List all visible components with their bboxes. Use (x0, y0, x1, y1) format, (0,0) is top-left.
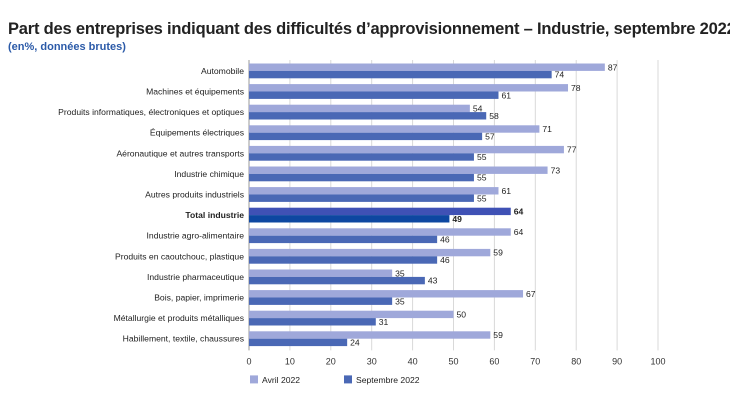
bar-avril-2022 (249, 269, 393, 277)
category-label: Habillement, textile, chaussures (123, 334, 244, 344)
x-tick-label: 50 (448, 356, 458, 366)
value-label: 59 (493, 248, 503, 258)
category-label: Total industrie (185, 210, 244, 220)
chart-subtitle: (en%, données brutes) (8, 41, 126, 53)
value-label: 55 (477, 173, 487, 183)
category-label: Bois, papier, imprimerie (154, 293, 244, 303)
bar-septembre-2022 (249, 338, 348, 347)
value-label: 87 (608, 62, 618, 72)
chart-title: Part des entreprises indiquant des diffi… (8, 20, 730, 38)
bar-avril-2022 (249, 187, 499, 195)
x-tick-label: 10 (285, 356, 295, 366)
x-tick-label: 0 (246, 356, 251, 366)
category-label: Industrie chimique (174, 169, 244, 179)
category-label: Machines et équipements (146, 87, 244, 97)
bar-avril-2022 (249, 63, 605, 71)
x-tick-label: 30 (367, 356, 377, 366)
labels: 0 10 20 30 40 50 60 70 80 90 100 Automobile 87 74 Mach… (58, 62, 665, 366)
bar-septembre-2022 (249, 112, 487, 120)
bar-avril-2022 (249, 84, 569, 92)
category-label: Produits en caoutchouc, plastique (115, 251, 244, 261)
bar-septembre-2022 (249, 91, 499, 99)
bar-avril-2022 (249, 207, 511, 216)
bar-avril-2022 (249, 125, 540, 133)
bar-septembre-2022 (249, 235, 438, 244)
value-label: 59 (493, 330, 503, 340)
category-label: Autres produits industriels (145, 190, 244, 200)
bar-avril-2022 (249, 310, 454, 319)
bar-avril-2022 (249, 290, 524, 298)
bar-avril-2022 (249, 228, 511, 236)
value-label: 57 (485, 132, 495, 142)
bar-avril-2022 (249, 145, 564, 154)
legend-label: Avril 2022 (262, 375, 300, 385)
bar-avril-2022 (249, 248, 491, 257)
category-label: Automobile (201, 66, 244, 76)
category-label: Industrie agro-alimentaire (147, 231, 245, 241)
value-label: 54 (473, 104, 483, 114)
legend-label: Septembre 2022 (356, 375, 420, 385)
bar-septembre-2022 (249, 215, 450, 223)
value-label: 49 (452, 214, 462, 224)
bar-septembre-2022 (249, 132, 483, 141)
bars (249, 63, 605, 347)
legend-swatch-septembre-2022 (344, 375, 352, 384)
value-label: 35 (395, 268, 405, 278)
value-label: 73 (551, 165, 561, 175)
category-label: Équipements électriques (150, 128, 244, 138)
bar-septembre-2022 (249, 318, 376, 326)
x-tick-label: 100 (650, 356, 665, 366)
value-label: 55 (477, 193, 487, 203)
value-label: 50 (457, 310, 467, 320)
value-label: 61 (501, 186, 511, 196)
value-label: 43 (428, 276, 438, 286)
category-label: Industrie pharmaceutique (147, 272, 244, 282)
value-label: 55 (477, 152, 487, 162)
value-label: 64 (514, 227, 524, 237)
x-tick-label: 60 (489, 356, 499, 366)
category-label: Métallurgie et produits métalliques (114, 313, 244, 323)
bar-avril-2022 (249, 331, 491, 339)
bar-septembre-2022 (249, 194, 474, 202)
legend: Avril 2022 Septembre 2022 (250, 375, 420, 385)
legend-swatch-avril-2022 (250, 375, 258, 384)
value-label: 67 (526, 289, 536, 299)
value-label: 78 (571, 83, 581, 93)
x-tick-label: 40 (408, 356, 418, 366)
x-tick-label: 90 (612, 356, 622, 366)
value-label: 46 (440, 235, 450, 245)
value-label: 31 (379, 317, 389, 327)
value-label: 77 (567, 145, 577, 155)
x-tick-label: 70 (530, 356, 540, 366)
value-label: 46 (440, 255, 450, 265)
category-label: Aéronautique et autres transports (116, 148, 244, 158)
value-label: 24 (350, 338, 360, 348)
category-label: Produits informatiques, électroniques et… (58, 107, 244, 117)
bar-septembre-2022 (249, 276, 425, 285)
value-label: 61 (501, 90, 511, 100)
bar-avril-2022 (249, 166, 548, 174)
x-tick-label: 20 (326, 356, 336, 366)
gridlines (248, 60, 659, 351)
value-label: 74 (555, 70, 565, 80)
value-label: 58 (489, 111, 499, 121)
bar-septembre-2022 (249, 297, 393, 305)
value-label: 64 (514, 207, 524, 217)
value-label: 71 (542, 124, 552, 134)
bar-septembre-2022 (249, 70, 552, 79)
bar-septembre-2022 (249, 173, 474, 182)
value-label: 35 (395, 296, 405, 306)
x-tick-label: 80 (571, 356, 581, 366)
bar-septembre-2022 (249, 153, 474, 161)
bar-avril-2022 (249, 104, 470, 113)
bar-septembre-2022 (249, 256, 438, 264)
